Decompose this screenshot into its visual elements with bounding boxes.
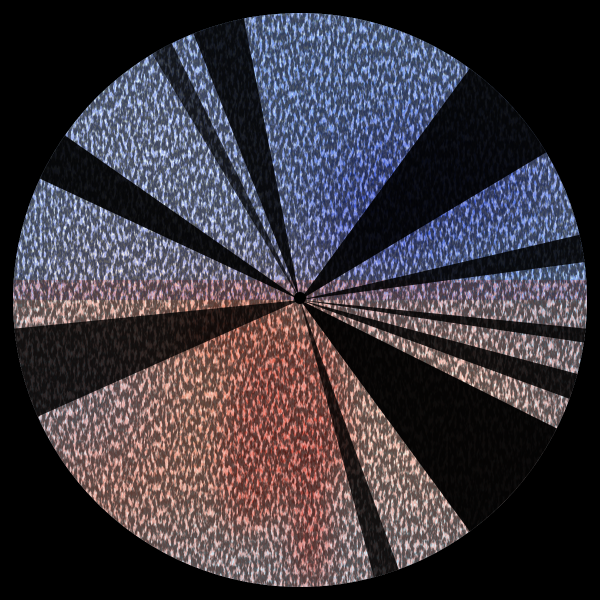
gap-wedge [13,90,300,300]
gap-wedge [300,300,587,345]
gap-wedge [300,230,587,300]
gap-wedge [300,300,587,410]
gap-wedge [180,13,300,300]
gap-wedge [13,300,300,420]
gap-wedge [120,13,300,300]
radar-site [294,292,306,304]
gap-wedge [300,300,410,587]
